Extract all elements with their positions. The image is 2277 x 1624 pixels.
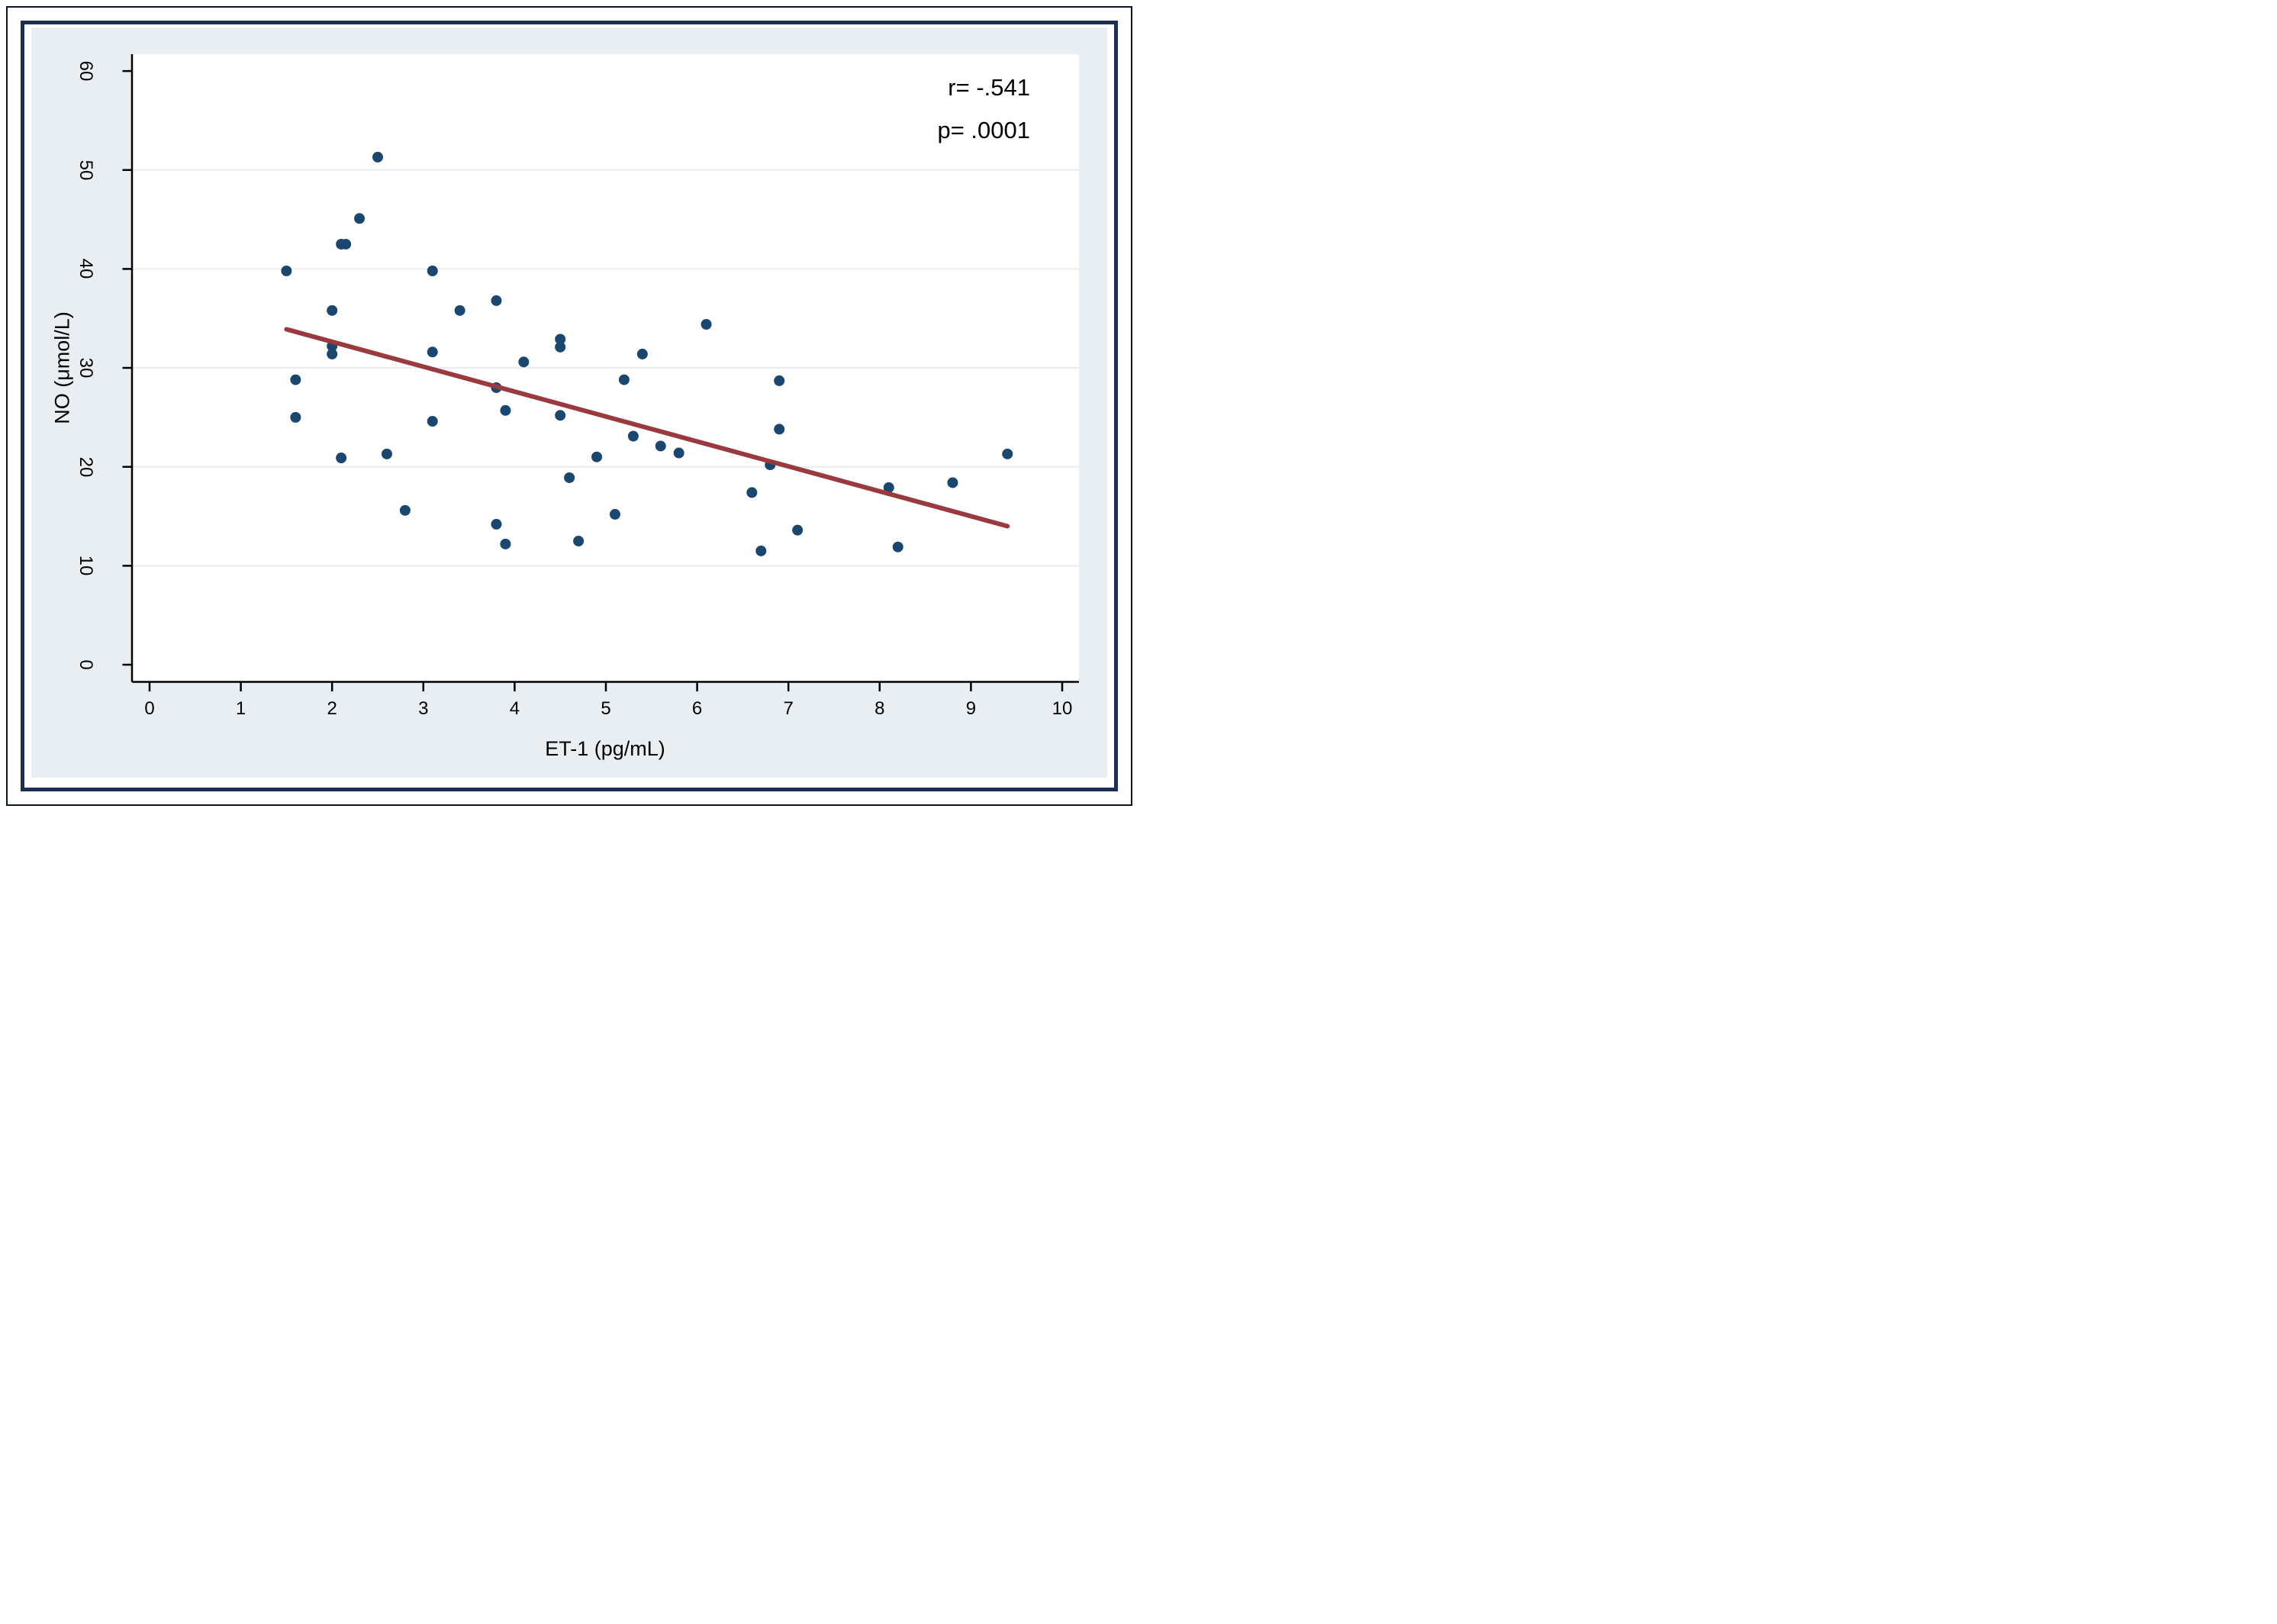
data-point: [281, 265, 292, 276]
data-point: [454, 304, 465, 316]
data-point: [427, 416, 438, 427]
x-tick-label: 5: [601, 698, 611, 719]
scatter-plot: [122, 54, 1079, 691]
x-tick-label: 2: [327, 698, 337, 719]
data-point: [774, 375, 785, 386]
data-point: [427, 346, 438, 358]
data-point: [399, 504, 411, 516]
x-tick-label: 8: [874, 698, 885, 719]
x-tick-label: 7: [783, 698, 794, 719]
data-point: [518, 356, 530, 368]
data-point: [892, 541, 903, 553]
data-point: [883, 482, 894, 493]
x-axis-title: ET-1 (pg/mL): [545, 737, 665, 760]
data-point: [555, 341, 566, 353]
data-point: [336, 453, 347, 464]
data-point: [947, 477, 958, 488]
x-tick-label: 6: [691, 698, 703, 719]
data-point: [746, 487, 758, 498]
regression-line: [284, 327, 1010, 529]
data-point: [609, 508, 620, 520]
data-point: [627, 430, 639, 442]
inner-border: [21, 21, 1118, 791]
data-point: [290, 411, 301, 423]
outer-border: [6, 6, 1132, 806]
data-point: [327, 348, 338, 359]
data-point: [636, 348, 648, 359]
data-point: [491, 518, 502, 530]
data-point: [774, 424, 785, 435]
x-tick-label: 3: [418, 698, 429, 719]
data-point: [792, 524, 804, 536]
data-point: [655, 440, 666, 452]
data-point: [427, 265, 438, 276]
data-point: [340, 238, 352, 250]
chart-canvas: 0 1 2 3 4 5 6 7 8 9 10 0 10 20 30 40 50 60 ET-1 (pg/mL) …: [0, 0, 1138, 812]
data-point: [354, 213, 366, 224]
correlation-annotation: r= -.541: [948, 74, 1030, 101]
data-point: [500, 538, 511, 549]
data-point: [700, 319, 712, 330]
x-tick-label: 4: [509, 698, 520, 719]
data-point: [673, 447, 684, 459]
data-point: [573, 535, 585, 546]
x-tick-label: 0: [144, 698, 155, 719]
data-point: [381, 448, 392, 459]
data-point: [372, 151, 383, 163]
data-point: [500, 404, 511, 416]
data-point: [555, 334, 566, 345]
pvalue-annotation: p= .0001: [937, 117, 1030, 143]
data-point: [555, 410, 566, 421]
data-point: [755, 545, 767, 556]
data-point: [491, 295, 502, 306]
data-point: [1002, 448, 1013, 459]
data-point: [290, 374, 301, 385]
data-point: [591, 451, 603, 462]
x-tick-label: 9: [965, 698, 977, 719]
data-point: [564, 472, 575, 483]
data-point: [618, 374, 630, 385]
x-tick-label: 1: [235, 698, 246, 719]
data-point: [327, 304, 338, 316]
x-tick-label: 10: [1052, 698, 1073, 719]
